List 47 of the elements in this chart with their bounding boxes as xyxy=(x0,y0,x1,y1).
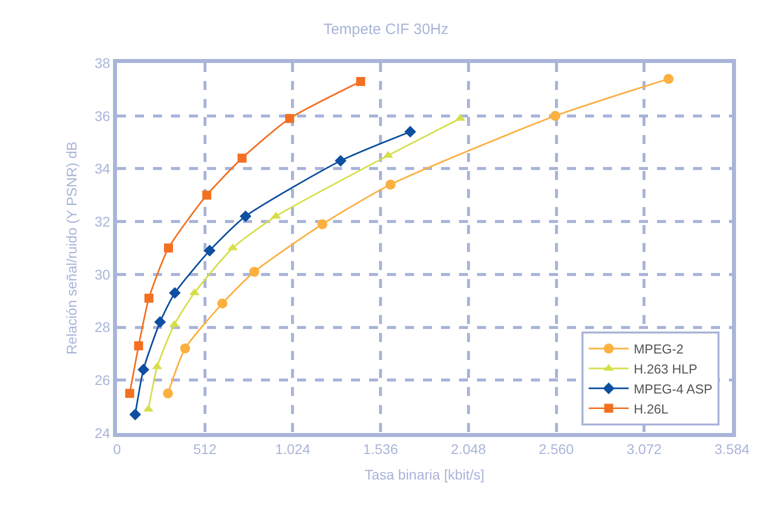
point xyxy=(238,154,247,163)
point xyxy=(162,388,173,398)
point xyxy=(204,244,216,256)
x-tick-label: 3.072 xyxy=(626,440,662,457)
point xyxy=(334,154,346,167)
point xyxy=(180,343,190,354)
point xyxy=(404,126,416,138)
x-tick-label: 1.536 xyxy=(363,440,398,457)
point xyxy=(664,74,674,84)
x-axis-title: Tasa binaria [kbit/s] xyxy=(364,466,484,483)
legend-label: H.26L xyxy=(634,401,668,416)
point xyxy=(550,110,560,121)
point xyxy=(240,210,252,222)
x-tick-label: 0 xyxy=(113,440,122,457)
legend-label: H.263 HLP xyxy=(634,362,698,377)
point xyxy=(134,341,144,350)
point xyxy=(144,294,154,303)
y-tick-label: 32 xyxy=(94,213,110,230)
y-tick-label: 24 xyxy=(94,424,110,441)
point xyxy=(164,244,173,252)
y-axis-title: Relación señal/ruido (Y PSNR) dB xyxy=(64,142,80,354)
point xyxy=(285,114,294,123)
x-tick-label: 2.048 xyxy=(450,440,486,457)
y-tick-label: 28 xyxy=(94,319,110,336)
point xyxy=(356,77,366,86)
point xyxy=(154,316,166,328)
x-tick-label: 512 xyxy=(193,440,217,457)
point xyxy=(249,266,260,277)
legend-label: MPEG-4 ASP xyxy=(634,381,712,396)
point xyxy=(386,180,396,190)
y-tick-label: 30 xyxy=(94,266,110,282)
point xyxy=(129,408,142,420)
point xyxy=(168,287,181,299)
x-tick-label: 1.024 xyxy=(275,440,310,457)
y-tick-label: 26 xyxy=(94,372,110,388)
y-tick-label: 38 xyxy=(94,54,110,71)
point xyxy=(138,364,150,376)
point xyxy=(125,388,134,398)
x-tick-label: 3.584 xyxy=(714,440,750,457)
x-tick-label: 2.560 xyxy=(538,440,574,457)
legend-label: MPEG-2 xyxy=(634,342,684,357)
point xyxy=(317,219,328,230)
point xyxy=(202,190,212,200)
y-tick-label: 34 xyxy=(94,160,110,177)
chart-title: Tempete CIF 30Hz xyxy=(323,20,449,38)
point xyxy=(217,298,228,308)
y-tick-label: 36 xyxy=(94,108,110,124)
